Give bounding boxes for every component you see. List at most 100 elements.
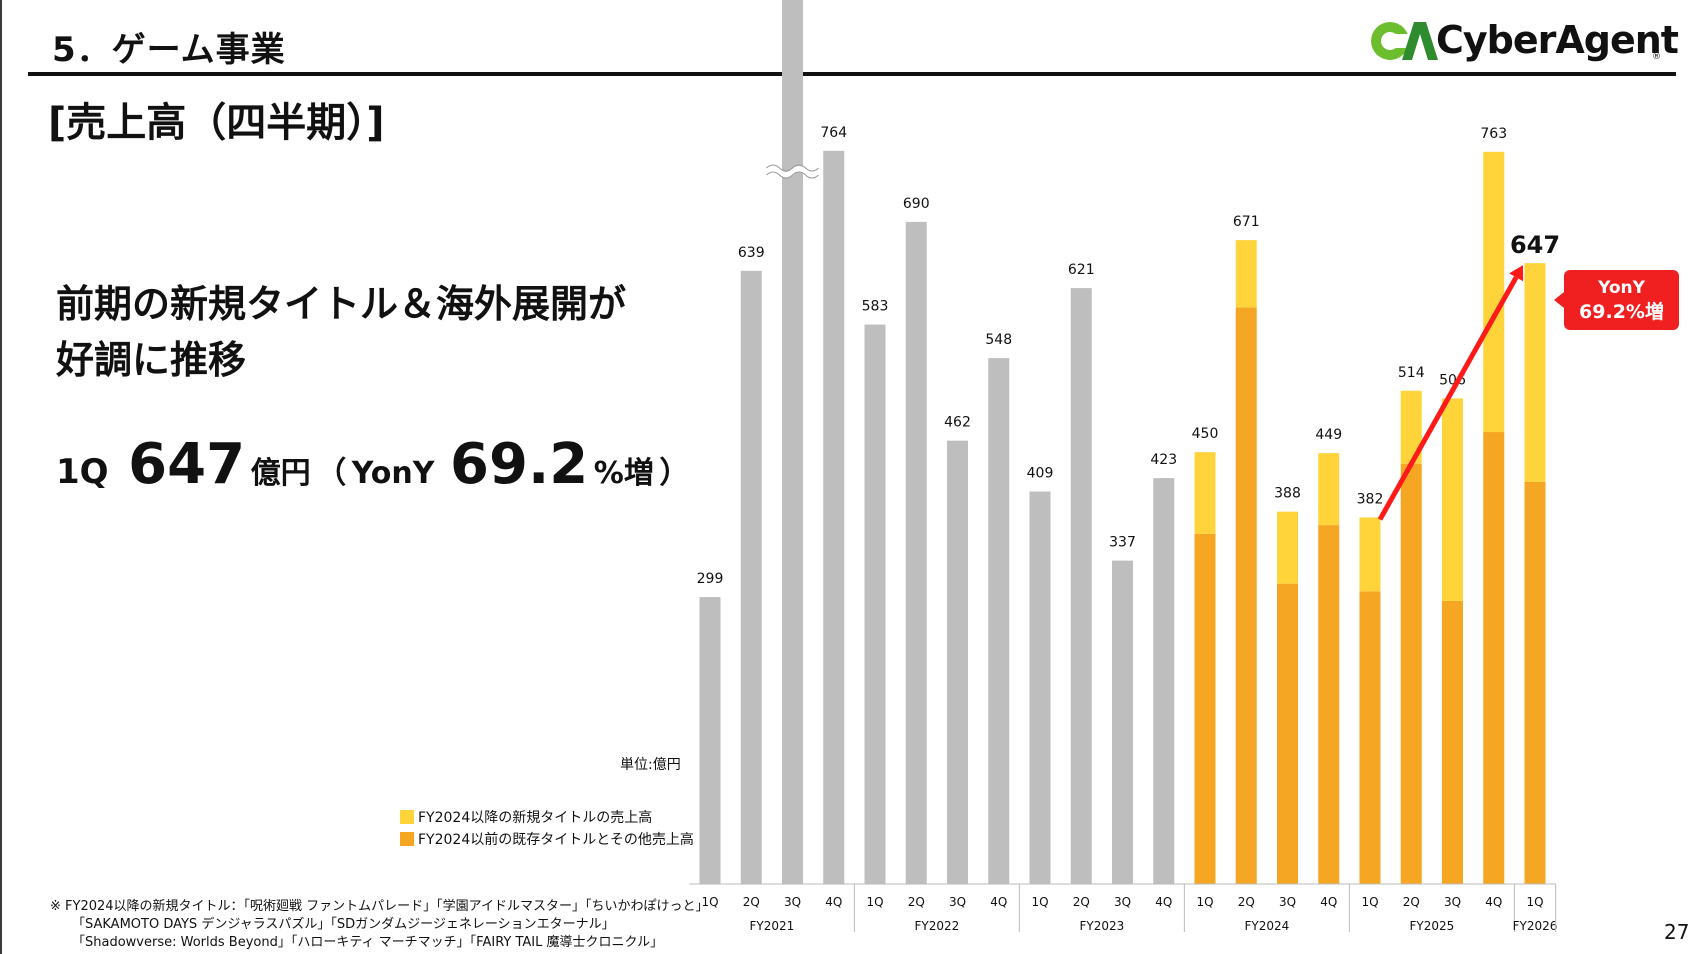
data-label-7: 548: [985, 332, 1012, 348]
kpi-quarter: 1Q: [56, 452, 109, 492]
tick-label-4: 1Q: [866, 895, 883, 909]
yony-callout-line-2: 69.2%増: [1579, 300, 1664, 323]
tick-label-2: 3Q: [784, 895, 801, 909]
data-label-0: 299: [697, 571, 724, 587]
data-label-10: 337: [1109, 535, 1136, 551]
headline-line-2: 好調に推移: [56, 338, 247, 382]
tick-label-8: 1Q: [1031, 895, 1048, 909]
headline: 前期の新規タイトル＆海外展開が 好調に推移: [56, 276, 626, 388]
kpi-summary: 1Q 647 億円 （ YonY 69.2 %増 ）: [56, 432, 689, 497]
data-label-12: 450: [1192, 426, 1219, 442]
footnote-line-1: ※ FY2024以降の新規タイトル：「呪術廻戦 ファントムパレード」「学園アイド…: [50, 899, 709, 914]
footnote-line-3: 「Shadowverse: Worlds Beyond」「ハローキティ マーチマ…: [72, 935, 664, 950]
bar-existing-1: [740, 270, 762, 884]
slide-subtitle: [売上高（四半期）]: [48, 100, 385, 146]
footnote-line-2: 「SAKAMOTO DAYS デンジャラスパズル」「SDガンダムジージェネレーシ…: [72, 917, 615, 932]
bar-existing-2: [782, 0, 803, 885]
fy-label-FY2025: FY2025: [1409, 919, 1454, 933]
legend-swatch-existing: [400, 832, 414, 846]
legend-swatch-new-titles: [400, 810, 414, 824]
bar-existing-8: [1029, 491, 1051, 884]
bar-existing-0: [699, 597, 721, 884]
tick-label-12: 1Q: [1196, 895, 1213, 909]
cyberagent-logo: CyberAgent ®: [1368, 14, 1679, 68]
bar-new-17: [1400, 390, 1422, 464]
yony-callout-box: [1564, 270, 1679, 330]
fy-label-FY2021: FY2021: [749, 919, 794, 933]
bar-new-13: [1235, 240, 1257, 308]
tick-label-6: 3Q: [949, 895, 966, 909]
bar-existing-9: [1070, 288, 1092, 885]
bar-existing-6: [947, 440, 968, 884]
bar-existing-5: [905, 221, 927, 885]
legend-item-new-titles: FY2024以降の新規タイトルの売上高: [400, 806, 694, 828]
data-label-3: 764: [820, 125, 847, 141]
unit-label: 単位:億円: [620, 757, 681, 773]
data-label-14: 388: [1274, 486, 1301, 502]
legend-item-existing: FY2024以前の既存タイトルとその他売上高: [400, 828, 694, 850]
bar-existing-15: [1318, 525, 1340, 884]
tick-label-11: 4Q: [1155, 895, 1172, 909]
kpi-growth-unit: %増: [593, 456, 654, 491]
yony-callout-pointer: [1554, 292, 1564, 308]
tick-label-20: 1Q: [1526, 895, 1543, 909]
data-label-6: 462: [944, 415, 971, 431]
growth-arrow-line: [1377, 276, 1519, 521]
kpi-close-paren: ）: [659, 456, 690, 491]
fy-label-FY2023: FY2023: [1079, 919, 1124, 933]
kpi-value-unit: 億円: [250, 456, 311, 491]
bar-existing-4: [864, 324, 886, 884]
logo-wordmark: CyberAgent: [1436, 18, 1679, 62]
bar-existing-12: [1194, 533, 1216, 884]
data-label-13: 671: [1233, 214, 1260, 230]
axis-break-line-2: [766, 171, 819, 179]
bar-existing-20: [1524, 481, 1546, 884]
data-label-19: 763: [1480, 126, 1507, 142]
tick-label-16: 1Q: [1361, 895, 1378, 909]
tick-label-7: 4Q: [990, 895, 1007, 909]
axis-break-mask: [764, 166, 821, 178]
tick-label-3: 4Q: [825, 895, 842, 909]
bar-new-16: [1359, 517, 1381, 592]
legend-label-existing: FY2024以前の既存タイトルとその他売上高: [418, 832, 694, 848]
tick-label-17: 2Q: [1403, 895, 1420, 909]
bar-existing-16: [1359, 591, 1381, 884]
footnote: ※ FY2024以降の新規タイトル：「呪術廻戦 ファントムパレード」「学園アイド…: [50, 898, 709, 952]
data-label-1: 639: [738, 245, 765, 261]
tick-label-5: 2Q: [908, 895, 925, 909]
data-label-15: 449: [1315, 427, 1342, 443]
bar-existing-18: [1442, 600, 1463, 884]
bar-existing-17: [1400, 463, 1422, 884]
bar-existing-14: [1277, 583, 1298, 884]
data-label-16: 382: [1357, 491, 1384, 507]
bar-existing-13: [1235, 307, 1257, 884]
bar-new-20: [1524, 263, 1546, 482]
bar-new-12: [1194, 452, 1216, 534]
data-label-20: 647: [1510, 231, 1560, 259]
bar-existing-11: [1153, 478, 1175, 884]
tick-label-19: 4Q: [1485, 895, 1502, 909]
headline-line-1: 前期の新規タイトル＆海外展開が: [56, 282, 627, 326]
bar-new-19: [1483, 151, 1505, 433]
fy-label-FY2024: FY2024: [1244, 919, 1289, 933]
yony-callout-line-1: YonY: [1597, 278, 1646, 298]
data-label-8: 409: [1027, 466, 1054, 482]
fy-label-FY2026: FY2026: [1513, 919, 1558, 933]
tick-label-10: 3Q: [1114, 895, 1131, 909]
fy-label-FY2022: FY2022: [914, 919, 959, 933]
bar-new-14: [1277, 511, 1298, 584]
tick-label-1: 2Q: [743, 895, 760, 909]
kpi-open-paren: （: [316, 456, 347, 491]
axis-break-line-1: [766, 164, 819, 172]
bar-existing-7: [988, 358, 1010, 885]
legend-label-new-titles: FY2024以降の新規タイトルの売上高: [418, 810, 653, 826]
bar-existing-3: [823, 150, 845, 884]
left-edge-rule: [0, 0, 2, 954]
logo-registered-mark: ®: [1652, 52, 1661, 62]
kpi-yony-label: YonY: [351, 456, 435, 491]
tick-label-18: 3Q: [1444, 895, 1461, 909]
tick-label-13: 2Q: [1238, 895, 1255, 909]
growth-arrow-head: [1509, 265, 1524, 282]
data-label-5: 690: [903, 196, 930, 212]
